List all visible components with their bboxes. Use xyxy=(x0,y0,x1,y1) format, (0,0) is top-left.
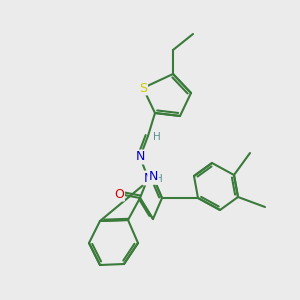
Text: N: N xyxy=(135,151,145,164)
Text: O: O xyxy=(114,188,124,200)
Text: N: N xyxy=(143,172,153,184)
Text: H: H xyxy=(153,132,161,142)
Text: S: S xyxy=(139,82,147,94)
Text: H: H xyxy=(155,174,163,184)
Text: N: N xyxy=(148,170,158,184)
